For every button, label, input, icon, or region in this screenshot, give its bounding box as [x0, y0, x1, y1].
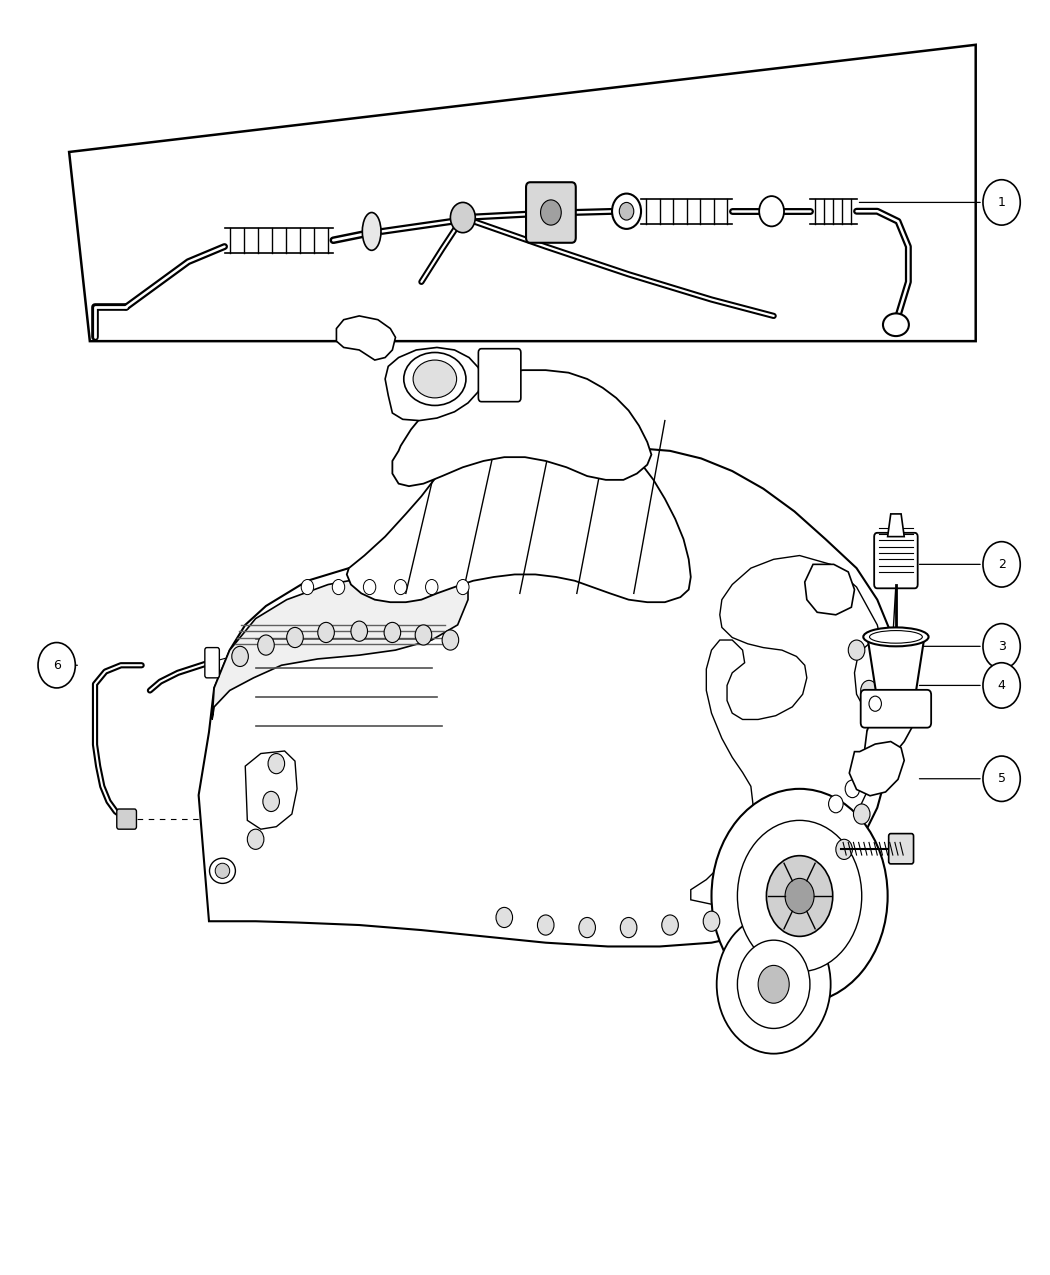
- Circle shape: [983, 663, 1021, 708]
- Circle shape: [257, 635, 274, 655]
- Text: 1: 1: [998, 196, 1006, 209]
- Ellipse shape: [215, 863, 230, 878]
- Circle shape: [621, 918, 637, 937]
- Circle shape: [301, 580, 314, 594]
- Circle shape: [332, 580, 344, 594]
- Circle shape: [759, 196, 784, 227]
- Circle shape: [538, 915, 554, 935]
- Ellipse shape: [883, 314, 909, 337]
- Circle shape: [620, 203, 634, 221]
- Circle shape: [845, 780, 860, 798]
- Polygon shape: [393, 370, 651, 486]
- Polygon shape: [198, 449, 898, 946]
- Circle shape: [38, 643, 76, 689]
- Circle shape: [232, 646, 249, 667]
- Circle shape: [541, 200, 562, 226]
- Circle shape: [864, 764, 880, 784]
- Ellipse shape: [413, 360, 457, 398]
- Polygon shape: [346, 413, 691, 602]
- FancyBboxPatch shape: [861, 690, 931, 728]
- Circle shape: [318, 622, 334, 643]
- Polygon shape: [212, 572, 468, 719]
- Circle shape: [854, 805, 870, 824]
- Circle shape: [363, 580, 376, 594]
- Text: 2: 2: [998, 558, 1006, 571]
- Circle shape: [828, 796, 843, 812]
- Circle shape: [737, 940, 810, 1029]
- Circle shape: [262, 792, 279, 811]
- Circle shape: [869, 696, 881, 711]
- Circle shape: [395, 580, 407, 594]
- Circle shape: [268, 754, 285, 774]
- Ellipse shape: [863, 627, 928, 646]
- Polygon shape: [804, 565, 855, 615]
- Circle shape: [425, 580, 438, 594]
- FancyBboxPatch shape: [205, 648, 219, 678]
- FancyBboxPatch shape: [875, 533, 918, 588]
- Circle shape: [415, 625, 432, 645]
- Circle shape: [785, 878, 814, 914]
- Polygon shape: [246, 751, 297, 829]
- Text: 6: 6: [52, 659, 61, 672]
- Circle shape: [848, 640, 865, 660]
- Circle shape: [351, 621, 368, 641]
- Polygon shape: [865, 694, 919, 773]
- Circle shape: [287, 627, 303, 648]
- Circle shape: [836, 839, 853, 859]
- Circle shape: [983, 180, 1021, 226]
- Circle shape: [758, 965, 790, 1003]
- Circle shape: [442, 630, 459, 650]
- Polygon shape: [855, 644, 896, 713]
- Circle shape: [737, 820, 862, 972]
- Circle shape: [579, 918, 595, 937]
- Circle shape: [496, 908, 512, 927]
- Text: 5: 5: [998, 773, 1006, 785]
- Circle shape: [861, 681, 878, 700]
- Polygon shape: [336, 316, 396, 360]
- FancyBboxPatch shape: [888, 834, 914, 864]
- Circle shape: [983, 756, 1021, 802]
- Circle shape: [717, 915, 831, 1053]
- Circle shape: [612, 194, 642, 229]
- Circle shape: [712, 789, 887, 1003]
- Circle shape: [704, 912, 720, 931]
- Ellipse shape: [210, 858, 235, 884]
- Text: 3: 3: [998, 640, 1006, 653]
- Circle shape: [867, 722, 883, 742]
- Polygon shape: [691, 556, 887, 909]
- Circle shape: [858, 755, 873, 773]
- Circle shape: [457, 580, 469, 594]
- Polygon shape: [867, 638, 924, 694]
- Circle shape: [983, 623, 1021, 669]
- FancyBboxPatch shape: [117, 810, 136, 829]
- Circle shape: [766, 856, 833, 936]
- Circle shape: [384, 622, 401, 643]
- Polygon shape: [887, 514, 904, 537]
- Circle shape: [248, 829, 264, 849]
- Polygon shape: [849, 742, 904, 796]
- FancyBboxPatch shape: [479, 348, 521, 402]
- Circle shape: [662, 915, 678, 935]
- Polygon shape: [385, 348, 482, 421]
- Text: 4: 4: [998, 678, 1006, 692]
- Ellipse shape: [362, 213, 381, 250]
- Circle shape: [983, 542, 1021, 586]
- FancyBboxPatch shape: [526, 182, 575, 242]
- Ellipse shape: [404, 352, 466, 405]
- Ellipse shape: [869, 631, 922, 643]
- Circle shape: [450, 203, 476, 232]
